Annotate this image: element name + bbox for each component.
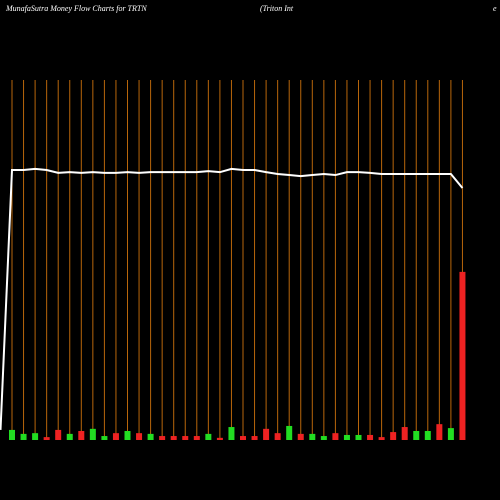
bar [309, 433, 316, 440]
bar [367, 434, 374, 440]
bar [228, 427, 235, 440]
bar [436, 424, 443, 440]
title-tail: e [493, 4, 497, 13]
bar [170, 436, 177, 440]
bar [101, 436, 108, 440]
bar [20, 433, 27, 440]
bar [459, 271, 466, 440]
bar [390, 432, 397, 440]
bar [43, 437, 50, 440]
bar [343, 434, 350, 440]
bar [297, 433, 304, 440]
bar [124, 431, 131, 440]
bar [78, 431, 85, 440]
bar [193, 436, 200, 440]
bar [355, 434, 362, 440]
bar [112, 433, 119, 440]
bar [240, 436, 246, 440]
chart-subtitle: (Triton Int [260, 4, 294, 13]
money-flow-line [0, 167, 464, 430]
bar [182, 436, 189, 440]
bar [89, 428, 96, 440]
bar [136, 433, 143, 440]
bar [320, 436, 327, 440]
bar [55, 429, 62, 440]
bar [205, 433, 212, 440]
bar [9, 429, 15, 440]
bar [413, 431, 420, 440]
bar [263, 428, 270, 440]
bar [401, 427, 408, 440]
bar [424, 431, 431, 440]
bar [147, 433, 154, 440]
bar [332, 433, 339, 440]
bar [251, 436, 258, 440]
bar [66, 433, 73, 440]
bar [216, 437, 223, 440]
chart-title: MunafaSutra Money Flow Charts for TRTN [5, 4, 147, 13]
bar [286, 425, 293, 440]
bar [159, 436, 166, 440]
bar [32, 433, 39, 440]
bar [378, 437, 385, 440]
bar [274, 433, 281, 440]
bar [447, 428, 454, 440]
